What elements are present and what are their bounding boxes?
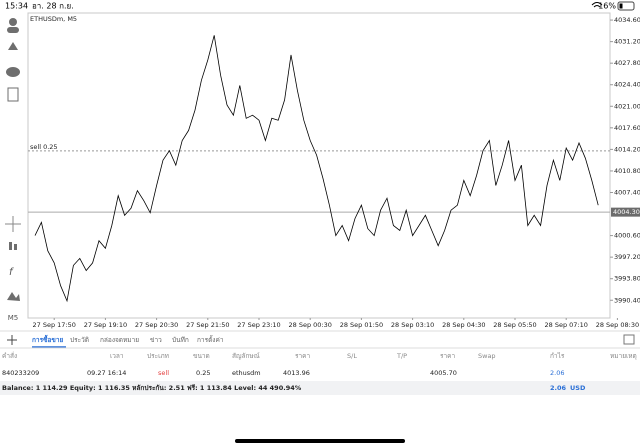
home-indicator — [235, 439, 405, 443]
cell-size: 0.25 — [196, 369, 210, 377]
order-line-label: sell 0.25 — [30, 143, 58, 151]
price-label: 4004.30 — [613, 208, 640, 216]
column-header: Swap — [478, 352, 496, 360]
y-tick-label: 3990.40 — [614, 296, 640, 304]
objects-icon[interactable] — [7, 292, 20, 301]
y-tick-label: 4007.40 — [614, 188, 640, 196]
left-toolbar: f M5 — [5, 18, 21, 322]
column-header: S/L — [347, 352, 357, 360]
wifi-icon — [591, 2, 603, 8]
x-tick-label: 28 Sep 04:30 — [442, 321, 485, 329]
timeframe-button[interactable]: M5 — [8, 314, 19, 322]
cell-profit: 2.06 — [550, 369, 564, 377]
y-tick-label: 4031.20 — [614, 38, 640, 46]
y-tick-label: 4021.00 — [614, 102, 640, 110]
layout-button[interactable] — [623, 334, 635, 345]
summary-currency: USD — [570, 384, 586, 392]
indicator-icon[interactable]: f — [9, 267, 14, 278]
y-tick-label: 4000.60 — [614, 232, 640, 240]
cell-time: 09.27 16:14 — [87, 369, 126, 377]
tabs: การซื้อขาย ประวัติ กล่องจดหมาย ข่าว บันทึก กา… — [32, 334, 224, 348]
x-tick-label: 28 Sep 08:30 — [596, 321, 639, 329]
column-header: เวลา — [110, 352, 124, 360]
tab[interactable]: การซื้อขาย — [32, 334, 63, 344]
y-tick-label: 4010.80 — [614, 167, 640, 175]
x-tick-label: 27 Sep 19:10 — [84, 321, 127, 329]
summary-text: Balance: 1 114.29 Equity: 1 116.35 หลักป… — [2, 384, 302, 392]
price-box — [611, 207, 640, 217]
cell-symbol: ethusdm — [232, 369, 261, 377]
status-time: 15:34 — [5, 2, 28, 11]
battery-icon — [617, 1, 635, 11]
y-tick-label: 4014.20 — [614, 145, 640, 153]
cell-open-price: 4013.96 — [283, 369, 310, 377]
cell-type: sell — [158, 369, 169, 377]
add-button[interactable] — [7, 335, 17, 345]
x-tick-label: 27 Sep 23:10 — [237, 321, 280, 329]
cell-order: 840233209 — [2, 369, 39, 377]
candle-icon-2 — [14, 244, 17, 250]
y-tick-label: 3997.20 — [614, 253, 640, 261]
cell-price: 4005.70 — [430, 369, 457, 377]
column-header: ราคา — [440, 352, 455, 360]
tab[interactable]: บันทึก — [172, 336, 189, 344]
account-icon[interactable] — [9, 18, 17, 26]
x-tick-label: 27 Sep 21:50 — [186, 321, 229, 329]
column-header: สัญลักษณ์ — [232, 352, 260, 360]
status-battery: 16% — [598, 2, 616, 11]
chat-icon[interactable] — [6, 67, 20, 77]
y-tick-label: 4027.80 — [614, 59, 640, 67]
chart-title: ETHUSDm, M5 — [30, 15, 77, 23]
plot: 3990.40 3993.80 3997.20 4000.60 4007.40 4010.… — [28, 16, 640, 329]
column-header: T/P — [396, 352, 407, 360]
column-header: คำสั่ง — [2, 351, 17, 360]
crosshair-icon[interactable] — [5, 216, 21, 232]
account-icon-body — [7, 27, 19, 33]
plot-frame — [27, 12, 611, 319]
summary-bg — [0, 381, 640, 395]
price-line-series — [34, 35, 599, 303]
column-header: ราคา — [295, 352, 310, 360]
tab[interactable]: ข่าว — [150, 336, 162, 344]
y-tick-label: 3993.80 — [614, 275, 640, 283]
x-tick-label: 28 Sep 01:50 — [340, 321, 383, 329]
y-tick-label: 4017.60 — [614, 124, 640, 132]
tab[interactable]: ประวัติ — [70, 336, 89, 344]
status-date: อา. 28 ก.ย. — [32, 2, 74, 11]
tab[interactable]: กล่องจดหมาย — [100, 336, 139, 344]
trade-icon[interactable] — [8, 42, 18, 50]
column-header: กำไร — [550, 352, 565, 360]
y-tick-label: 4034.60 — [614, 16, 640, 24]
candle-icon[interactable] — [9, 242, 12, 250]
x-tick-label: 27 Sep 20:30 — [135, 321, 178, 329]
new-order-icon[interactable] — [7, 87, 19, 102]
x-tick-label: 28 Sep 03:10 — [391, 321, 434, 329]
x-tick-label: 28 Sep 05:50 — [493, 321, 536, 329]
column-header: ขนาด — [193, 352, 210, 360]
battery-level — [619, 3, 623, 9]
trade-table: คำสั่ง เวลา ประเภท ขนาด สัญลักษณ์ ราคา S/L T/P ร… — [2, 351, 637, 377]
tab[interactable]: การตั้งค่า — [197, 335, 224, 344]
column-header: หมายเหตุ — [610, 352, 637, 360]
summary-profit: 2.06 — [550, 384, 567, 392]
column-header: ประเภท — [147, 352, 169, 360]
x-tick-label: 28 Sep 00:30 — [289, 321, 332, 329]
x-tick-label: 27 Sep 17:50 — [33, 321, 76, 329]
x-tick-label: 28 Sep 07:10 — [545, 321, 588, 329]
y-tick-label: 4024.40 — [614, 81, 640, 89]
